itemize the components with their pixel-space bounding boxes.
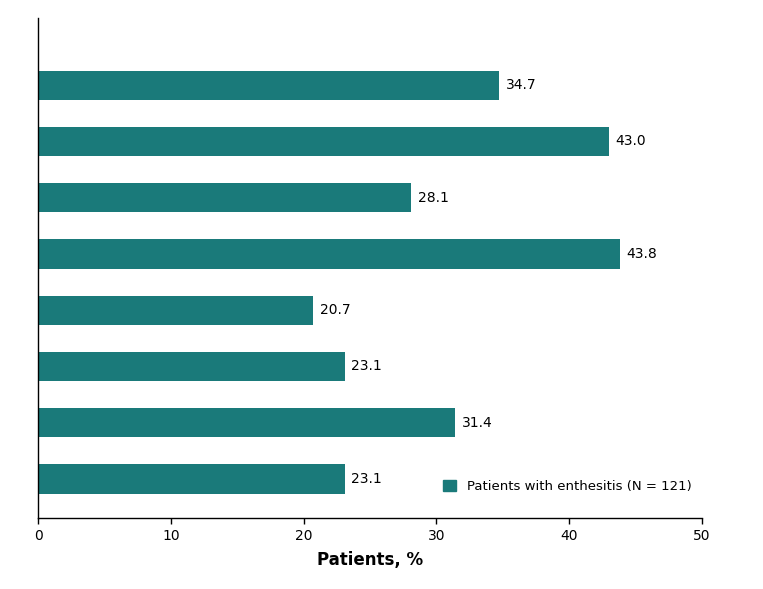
- Text: 31.4: 31.4: [462, 416, 492, 430]
- Bar: [38, 408, 455, 437]
- Bar: [38, 352, 345, 381]
- X-axis label: Patients, %: Patients, %: [317, 551, 423, 569]
- Text: 43.8: 43.8: [626, 247, 657, 261]
- Legend: Patients with enthesitis (N = 121): Patients with enthesitis (N = 121): [439, 476, 695, 497]
- Bar: [38, 296, 313, 325]
- Text: 28.1: 28.1: [418, 191, 449, 205]
- Bar: [38, 127, 609, 156]
- Text: 43.0: 43.0: [616, 134, 646, 148]
- Bar: [38, 464, 345, 494]
- Bar: [38, 71, 499, 100]
- Text: 23.1: 23.1: [352, 472, 382, 486]
- Bar: [38, 183, 411, 212]
- Text: 23.1: 23.1: [352, 359, 382, 373]
- Text: 34.7: 34.7: [505, 78, 536, 92]
- Text: 20.7: 20.7: [320, 303, 350, 317]
- Bar: [38, 239, 620, 269]
